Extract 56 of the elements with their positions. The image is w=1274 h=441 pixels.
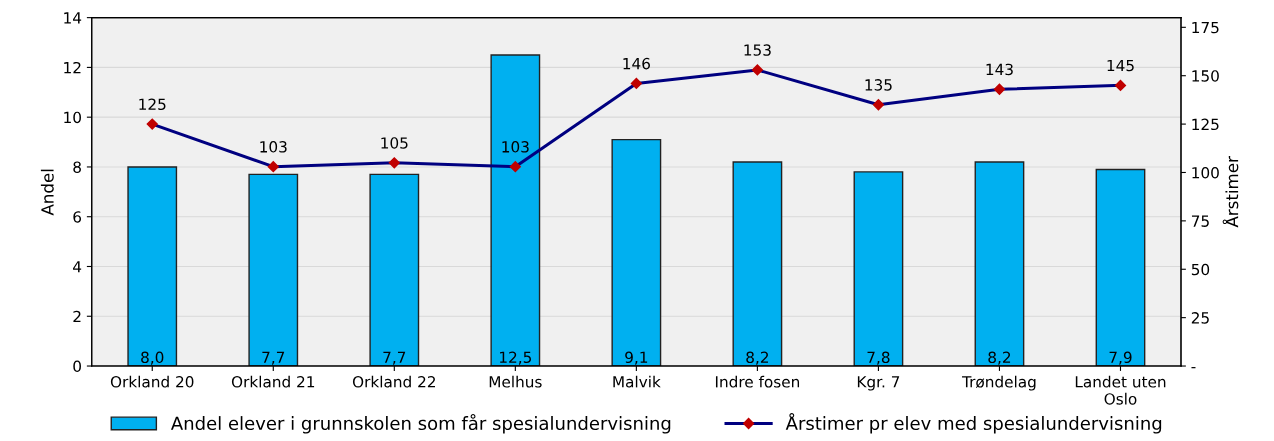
x-tick-label: Indre fosen: [715, 375, 800, 388]
data-label: 125: [139, 98, 166, 111]
x-tick-label: Malvik: [613, 375, 661, 388]
bar: [732, 161, 783, 367]
data-label: 7,9: [1109, 351, 1132, 365]
x-tick-label: Landet uten Oslo: [1075, 375, 1166, 405]
y-tick-label: 6: [73, 211, 82, 223]
y2-tick-label: 50: [1191, 263, 1210, 276]
bar: [127, 166, 178, 367]
data-label: 7,8: [867, 351, 890, 365]
legend-label: Andel elever i grunnskolen som får spesialundervisning: [170, 413, 671, 434]
data-label: 9,1: [625, 351, 648, 365]
y2-tick-label: 175: [1192, 21, 1219, 34]
y2-tick-label: 25: [1191, 312, 1209, 324]
data-label: 105: [381, 137, 408, 149]
y-tick-label: 12: [64, 61, 81, 74]
y2-tick-label: 100: [1192, 166, 1219, 179]
bar: [853, 171, 904, 367]
bar: [369, 173, 420, 367]
y-tick-label: 14: [64, 12, 82, 24]
data-label: 12,5: [500, 351, 532, 365]
bar: [490, 54, 541, 367]
bar: [1095, 168, 1146, 367]
y-tick-label: 2: [73, 310, 81, 323]
y2-tick-label: 150: [1192, 70, 1219, 82]
data-label: 146: [623, 57, 650, 70]
legend-label: Årstimer pr elev med spesialundervisning: [785, 413, 1162, 434]
y2-tick-label: 125: [1192, 118, 1219, 131]
data-label: 103: [502, 141, 529, 153]
data-label: 103: [260, 141, 287, 153]
data-label: 8,0: [141, 351, 164, 365]
y2-axis-title: Årstimer: [1222, 156, 1239, 228]
y-tick-label: 0: [73, 360, 81, 373]
data-label: 143: [986, 63, 1013, 76]
y-axis-title: Andel: [40, 169, 54, 216]
y-tick-label: 4: [73, 261, 82, 273]
data-label: 7,7: [383, 351, 406, 365]
x-tick-label: Orkland 20: [110, 375, 194, 388]
bar: [611, 138, 662, 367]
x-tick-label: Kgr. 7: [857, 376, 900, 391]
x-tick-label: Orkland 22: [352, 375, 435, 388]
bar: [974, 161, 1025, 367]
data-label: 145: [1107, 59, 1134, 72]
x-tick-label: Melhus: [489, 375, 542, 388]
data-label: 7,7: [262, 351, 285, 365]
bar: [248, 173, 299, 367]
y2-tick-label: 75: [1191, 215, 1209, 227]
data-label: 153: [744, 44, 771, 56]
x-tick-label: Orkland 21: [231, 375, 315, 388]
data-label: 8,2: [746, 351, 769, 365]
data-label: 135: [865, 79, 892, 91]
x-tick-label: Trøndelag: [962, 375, 1036, 391]
y-tick-label: 8: [73, 161, 81, 173]
y2-tick-label: -: [1191, 367, 1196, 369]
data-label: 8,2: [988, 351, 1011, 365]
y-tick-label: 10: [64, 111, 81, 124]
